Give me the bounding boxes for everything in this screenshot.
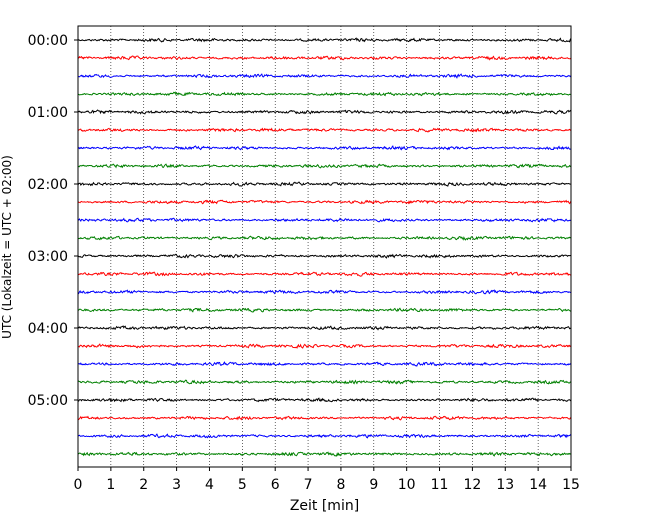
seismogram-trace — [77, 73, 572, 79]
seismogram-trace — [77, 361, 572, 367]
x-tick-label: 11 — [431, 477, 449, 493]
seismogram-trace — [77, 163, 572, 169]
x-tick-label: 0 — [74, 477, 83, 493]
y-tick-label: 05:00 — [28, 393, 68, 409]
y-axis-ticks: 00:00 01:00 02:00 03:00 04:00 05:00 — [28, 33, 78, 409]
seismogram-trace — [77, 37, 572, 43]
x-tick-label: 2 — [139, 477, 148, 493]
seismogram-trace — [77, 451, 572, 457]
x-tick-label: 3 — [172, 477, 181, 493]
x-tick-label: 1 — [106, 477, 115, 493]
y-tick-label: 00:00 — [28, 33, 68, 49]
x-tick-label: 13 — [496, 477, 514, 493]
seismogram-trace — [77, 397, 572, 403]
x-tick-label: 9 — [369, 477, 378, 493]
seismogram-trace — [77, 433, 572, 439]
y-tick-label: 02:00 — [28, 177, 68, 193]
plot-background — [78, 26, 571, 467]
x-axis-ticks: 0 1 2 3 4 5 6 7 8 9 10 11 12 13 14 15 — [74, 467, 580, 493]
plot-frame — [77, 25, 572, 468]
x-tick-label: 10 — [398, 477, 416, 493]
x-tick-label: 8 — [336, 477, 345, 493]
seismogram-trace — [77, 127, 572, 133]
seismogram-trace — [77, 289, 572, 295]
trace-group — [77, 37, 572, 457]
x-tick-label: 5 — [238, 477, 247, 493]
seismogram-trace — [77, 199, 572, 205]
seismogram-trace — [77, 109, 572, 115]
seismogram-trace — [77, 379, 572, 385]
y-tick-label: 04:00 — [28, 321, 68, 337]
x-tick-label: 4 — [205, 477, 214, 493]
x-tick-label: 15 — [562, 477, 580, 493]
seismogram-trace — [77, 325, 572, 331]
seismogram-trace — [77, 253, 572, 259]
seismogram-trace — [77, 55, 572, 61]
x-axis-label: Zeit [min] — [290, 498, 359, 514]
x-tick-label: 7 — [304, 477, 313, 493]
y-tick-label: 01:00 — [28, 105, 68, 121]
seismogram-trace — [77, 91, 572, 97]
x-tick-label: 6 — [271, 477, 280, 493]
seismogram-trace — [77, 235, 572, 241]
seismogram-trace — [77, 415, 572, 421]
x-tick-label: 12 — [463, 477, 481, 493]
seismogram-trace — [77, 181, 572, 187]
seismogram-trace — [77, 343, 572, 349]
seismogram-trace — [77, 307, 572, 313]
seismogram-trace — [77, 145, 572, 151]
y-tick-label: 03:00 — [28, 249, 68, 265]
x-tick-label: 14 — [529, 477, 547, 493]
seismogram-trace — [77, 271, 572, 277]
seismogram-trace — [77, 217, 572, 223]
y-axis-label: UTC (Lokalzeit = UTC + 02:00) — [0, 155, 14, 339]
